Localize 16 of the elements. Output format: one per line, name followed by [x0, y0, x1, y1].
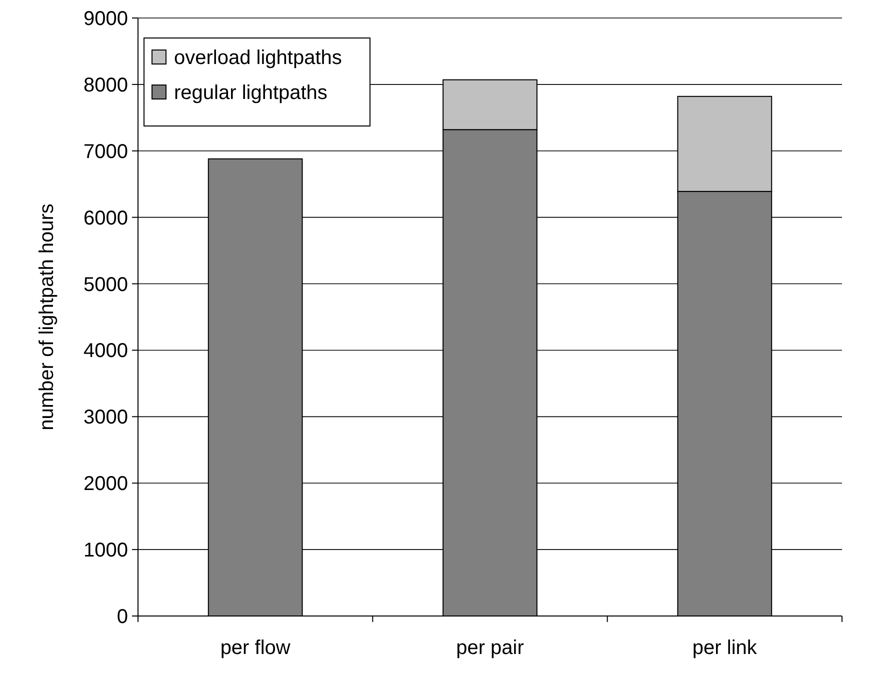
y-axis-title: number of lightpath hours: [36, 204, 58, 430]
y-tick-label: 3000: [84, 406, 128, 429]
y-tick-label: 1000: [84, 540, 128, 562]
y-tick-label: 9000: [84, 8, 128, 30]
y-tick-label: 2000: [84, 473, 128, 496]
y-tick-label: 5000: [84, 274, 128, 296]
x-tick-label: per link: [692, 637, 758, 659]
y-tick-label: 8000: [84, 74, 128, 96]
y-tick-label: 7000: [84, 140, 128, 163]
y-tick-label: 4000: [84, 340, 128, 362]
legend-label: overload lightpaths: [174, 47, 342, 69]
y-tick-label: 6000: [84, 207, 128, 230]
y-tick-label: 0: [116, 606, 128, 628]
x-tick-label: per flow: [220, 637, 291, 659]
legend-label: regular lightpaths: [174, 82, 328, 104]
x-tick-label: per pair: [456, 637, 524, 659]
